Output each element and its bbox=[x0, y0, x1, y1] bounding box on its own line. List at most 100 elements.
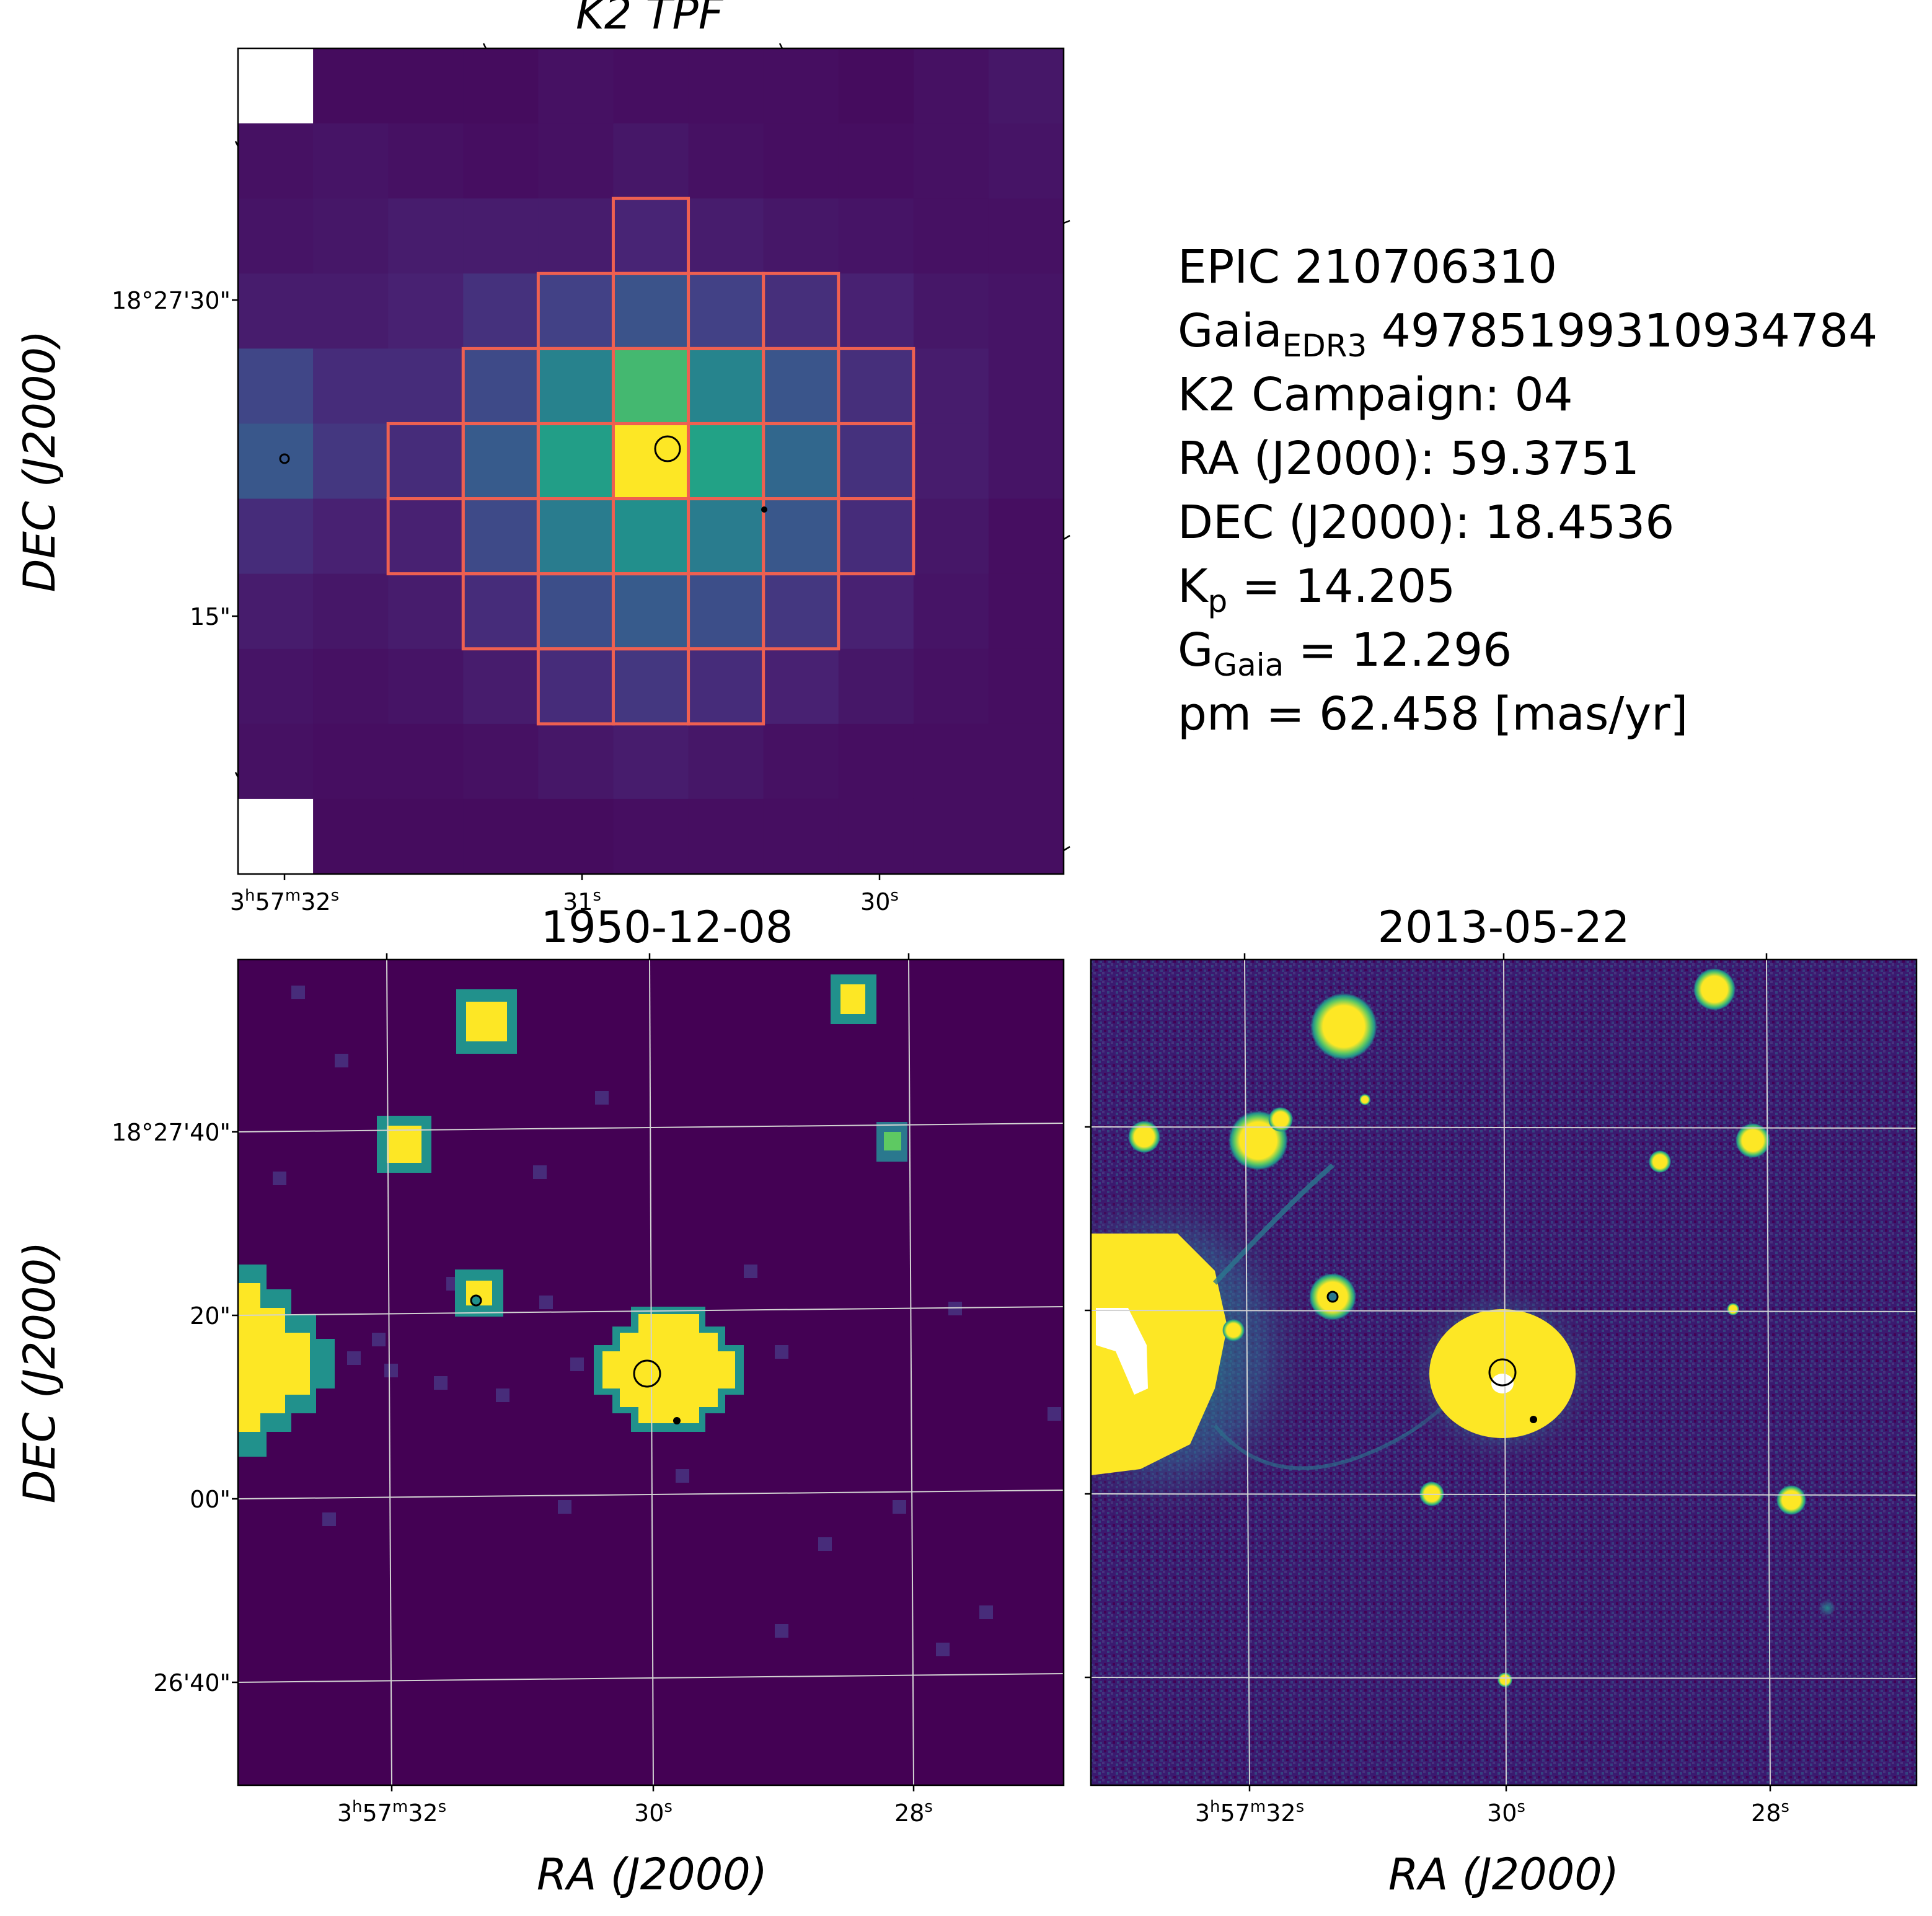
kp-prefix: K bbox=[1178, 560, 1208, 613]
tpf-pixel bbox=[764, 273, 839, 349]
ps-2013-xtick-label: 30s bbox=[1487, 1798, 1525, 1827]
tpf-pixel bbox=[538, 649, 614, 725]
tpf-ytick-label: 18°27'30" bbox=[112, 287, 231, 314]
tpf-pixel bbox=[538, 123, 614, 199]
tpf-pixel bbox=[463, 273, 539, 349]
tpf-pixel bbox=[689, 423, 764, 499]
tpf-pixel bbox=[538, 423, 614, 499]
ps-2013-star bbox=[1693, 968, 1736, 1010]
gaia-magnitude: GGaia = 12.296 bbox=[1178, 619, 1877, 682]
tpf-pixel bbox=[538, 48, 614, 124]
ps-2013-star bbox=[1310, 993, 1377, 1060]
ps-2013-star bbox=[1727, 1303, 1739, 1315]
dss-1950-ytick-label: 20" bbox=[190, 1302, 231, 1330]
ps-2013-xlabel: RA (J2000) bbox=[1388, 1849, 1619, 1900]
tpf-pixel bbox=[764, 499, 839, 575]
ps-2013-star bbox=[1222, 1319, 1245, 1341]
tpf-pixel bbox=[463, 799, 539, 875]
tpf-pixel bbox=[388, 574, 464, 650]
proper-motion: pm = 62.458 [mas/yr] bbox=[1178, 682, 1877, 746]
tpf-pixel bbox=[764, 198, 839, 274]
dss-1950-speck bbox=[570, 1358, 584, 1371]
tpf-pixel bbox=[463, 499, 539, 575]
tpf-xtick-label: 30s bbox=[860, 886, 899, 916]
tpf-pixel bbox=[989, 423, 1064, 499]
tpf-pixel bbox=[839, 423, 914, 499]
epic-id: EPIC 210706310 bbox=[1178, 236, 1877, 299]
tpf-pixel bbox=[238, 724, 314, 800]
tpf-pixel bbox=[238, 423, 314, 499]
tpf-pixel bbox=[613, 123, 689, 199]
g-prefix: G bbox=[1178, 624, 1213, 677]
tpf-pixel bbox=[388, 649, 464, 725]
ps-2013-xtick-label: 3h57m32s bbox=[1195, 1798, 1304, 1827]
kp-magnitude: Kp = 14.205 bbox=[1178, 555, 1877, 619]
tpf-pixel bbox=[914, 574, 989, 650]
dss-1950-panel: 1950-12-08 18°27'40" 20" 00" 26'40" 3h57… bbox=[14, 902, 1064, 1900]
tpf-pixel bbox=[388, 499, 464, 575]
ps-2013-star bbox=[1128, 1121, 1160, 1153]
tpf-pixel bbox=[238, 123, 314, 199]
tpf-pixel bbox=[388, 48, 464, 124]
ps-2013-star bbox=[1817, 1598, 1837, 1618]
tpf-pixel bbox=[914, 724, 989, 800]
tpf-pixel bbox=[388, 348, 464, 424]
tpf-pixel bbox=[839, 48, 914, 124]
tpf-pixel bbox=[313, 724, 389, 800]
tpf-pixel bbox=[613, 423, 689, 499]
tpf-ylabel: DEC (J2000) bbox=[14, 330, 65, 593]
ps-2013-panel: 2013-05-22 3h57m32s 30s 28s RA (J2000) bbox=[1004, 902, 1917, 1900]
g-value: = 12.296 bbox=[1284, 624, 1512, 677]
tpf-pixel bbox=[914, 649, 989, 725]
tpf-pixel bbox=[538, 198, 614, 274]
tpf-pixel bbox=[538, 348, 614, 424]
tpf-pixel bbox=[238, 273, 314, 349]
tpf-pixel bbox=[238, 799, 314, 875]
kp-value: = 14.205 bbox=[1227, 560, 1455, 613]
tpf-pixel bbox=[388, 799, 464, 875]
tpf-neighbor-marker-small bbox=[761, 506, 767, 513]
dss-1950-speck bbox=[335, 1054, 348, 1067]
ps-2013-neighbor-marker bbox=[1328, 1292, 1338, 1302]
tpf-pixel bbox=[538, 273, 614, 349]
dss-1950-speck bbox=[948, 1302, 962, 1315]
tpf-pixel bbox=[764, 48, 839, 124]
tpf-pixel bbox=[538, 799, 614, 875]
ps-2013-neighbor-marker-small bbox=[1530, 1416, 1537, 1423]
tpf-pixel bbox=[764, 423, 839, 499]
dss-1950-ylabel: DEC (J2000) bbox=[14, 1242, 65, 1504]
dss-1950-ytick-label: 18°27'40" bbox=[112, 1119, 231, 1146]
tpf-pixel bbox=[839, 348, 914, 424]
dss-1950-speck bbox=[322, 1512, 336, 1526]
tpf-pixel bbox=[689, 499, 764, 575]
dss-1950-xtick-label: 28s bbox=[894, 1798, 933, 1827]
dss-1950-speck bbox=[744, 1265, 757, 1278]
tpf-pixel bbox=[313, 574, 389, 650]
dss-1950-neighbor-marker-small bbox=[673, 1417, 681, 1424]
tpf-pixel bbox=[914, 423, 989, 499]
tpf-pixel bbox=[388, 273, 464, 349]
ps-2013-star bbox=[1359, 1094, 1370, 1105]
tpf-pixel bbox=[989, 799, 1064, 875]
tpf-pixel bbox=[238, 649, 314, 725]
tpf-pixel bbox=[388, 198, 464, 274]
tpf-pixel bbox=[989, 198, 1064, 274]
tpf-pixel bbox=[313, 348, 389, 424]
target-info: EPIC 210706310 GaiaEDR3 4978519931093478… bbox=[1178, 236, 1877, 746]
dss-1950-xtick-label: 3h57m32s bbox=[337, 1798, 446, 1827]
gaia-subscript: EDR3 bbox=[1282, 328, 1367, 364]
tpf-pixel bbox=[313, 273, 389, 349]
tpf-pixel bbox=[914, 273, 989, 349]
tpf-pixel bbox=[463, 123, 539, 199]
ps-2013-xtick-label: 28s bbox=[1751, 1798, 1789, 1827]
ps-2013-title: 2013-05-22 bbox=[1378, 902, 1630, 953]
ps-2013-star bbox=[1498, 1672, 1512, 1687]
dss-1950-speck bbox=[936, 1643, 950, 1656]
dss-1950-title: 1950-12-08 bbox=[541, 902, 793, 953]
tpf-pixel bbox=[989, 123, 1064, 199]
dss-1950-star bbox=[387, 1126, 421, 1163]
tpf-pixel bbox=[313, 799, 389, 875]
dss-1950-speck bbox=[434, 1376, 448, 1390]
tpf-pixel bbox=[613, 499, 689, 575]
tpf-pixel bbox=[313, 649, 389, 725]
